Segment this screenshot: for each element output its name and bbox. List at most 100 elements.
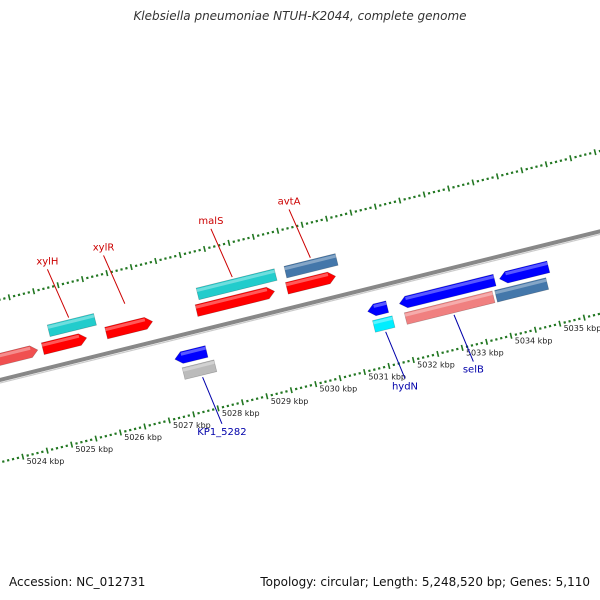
minor-tick <box>304 385 308 388</box>
feature-highlight <box>182 360 215 372</box>
minor-tick <box>548 324 552 328</box>
gene-label[interactable]: hydN <box>392 382 418 393</box>
tick-label: 5033 kbp <box>466 348 504 357</box>
feature-f2[interactable] <box>40 333 88 355</box>
minor-tick <box>247 236 250 240</box>
gene-label[interactable]: selB <box>463 365 484 376</box>
major-tick <box>154 257 158 265</box>
minor-tick <box>128 428 132 432</box>
minor-tick <box>329 379 332 382</box>
minor-tick <box>256 234 260 237</box>
map-title: Klebsiella pneumoniae NTUH-K2044, comple… <box>133 9 467 23</box>
minor-tick <box>588 152 592 155</box>
minor-tick <box>17 293 21 297</box>
minor-tick <box>339 213 343 217</box>
minor-tick <box>579 154 582 158</box>
minor-tick <box>61 282 65 286</box>
minor-tick <box>76 279 79 282</box>
feature-f6[interactable] <box>181 359 218 380</box>
minor-tick <box>378 204 382 207</box>
minor-tick <box>549 161 553 165</box>
major-tick <box>21 453 25 460</box>
minor-tick <box>553 323 557 327</box>
minor-tick <box>499 336 503 340</box>
minor-tick <box>242 237 245 241</box>
minor-tick <box>530 166 533 170</box>
major-tick <box>460 344 464 351</box>
gene-label[interactable]: avtA <box>278 196 301 207</box>
major-tick <box>387 362 391 370</box>
tick-label: 5024 kbp <box>27 457 65 466</box>
minor-tick <box>421 356 425 359</box>
minor-tick <box>255 397 259 400</box>
minor-tick <box>583 153 587 156</box>
minor-tick <box>237 239 241 242</box>
gene-leader-line <box>210 228 233 278</box>
feature-f11[interactable] <box>367 300 390 317</box>
minor-tick <box>110 270 114 274</box>
feature-f9[interactable] <box>285 271 337 295</box>
feature-f16[interactable] <box>499 260 551 284</box>
minor-tick <box>193 250 197 253</box>
minor-tick <box>382 365 386 369</box>
feature-f7[interactable] <box>194 286 276 317</box>
minor-tick <box>84 439 88 443</box>
major-tick <box>593 149 597 156</box>
minor-tick <box>109 433 113 437</box>
gene-label[interactable]: KP1_5282 <box>197 427 246 438</box>
feature-f14[interactable] <box>403 290 496 325</box>
minor-tick <box>41 450 44 454</box>
minor-tick <box>393 200 397 204</box>
feature-f8[interactable] <box>195 268 278 301</box>
feature-f5[interactable] <box>174 345 209 364</box>
gene-label[interactable]: xylH <box>36 256 58 267</box>
minor-tick <box>578 317 581 321</box>
feature-f1[interactable] <box>0 345 39 366</box>
feature-f15[interactable] <box>494 277 550 303</box>
minor-tick <box>260 396 264 399</box>
minor-tick <box>368 369 371 373</box>
gene-label[interactable]: malS <box>198 216 223 227</box>
minor-tick <box>22 292 26 295</box>
minor-tick <box>207 409 210 413</box>
major-tick <box>167 417 171 424</box>
feature-highlight <box>494 278 547 295</box>
major-tick <box>373 203 377 210</box>
feature-f4[interactable] <box>104 317 154 340</box>
minor-tick <box>36 451 39 455</box>
feature-highlight <box>195 288 268 309</box>
feature-highlight <box>41 334 80 347</box>
feature-highlight <box>373 301 387 308</box>
feature-f13[interactable] <box>398 273 497 309</box>
minor-tick <box>315 219 319 223</box>
feature-track <box>0 253 551 380</box>
minor-tick <box>299 386 303 390</box>
feature-f10[interactable] <box>283 253 339 279</box>
minor-tick <box>153 422 156 426</box>
minor-tick <box>563 321 567 324</box>
minor-tick <box>461 183 465 187</box>
minor-tick <box>568 319 571 323</box>
gene-label[interactable]: xylR <box>93 242 115 253</box>
major-tick <box>422 191 426 198</box>
major-tick <box>7 294 11 301</box>
minor-tick <box>486 177 489 181</box>
major-tick <box>520 167 524 174</box>
minor-tick <box>495 338 498 341</box>
major-tick <box>544 161 548 168</box>
feature-f12[interactable] <box>372 315 396 333</box>
minor-tick <box>266 231 270 235</box>
minor-tick <box>369 206 372 210</box>
minor-tick <box>437 189 441 193</box>
minor-tick <box>31 452 34 456</box>
minor-tick <box>408 196 411 200</box>
feature-f3[interactable] <box>46 313 97 337</box>
major-tick <box>143 423 147 430</box>
minor-tick <box>324 380 327 384</box>
minor-tick <box>250 398 254 402</box>
minor-tick <box>232 240 236 244</box>
tick-marks <box>0 149 600 463</box>
minor-tick <box>505 172 509 176</box>
minor-tick <box>490 339 493 342</box>
